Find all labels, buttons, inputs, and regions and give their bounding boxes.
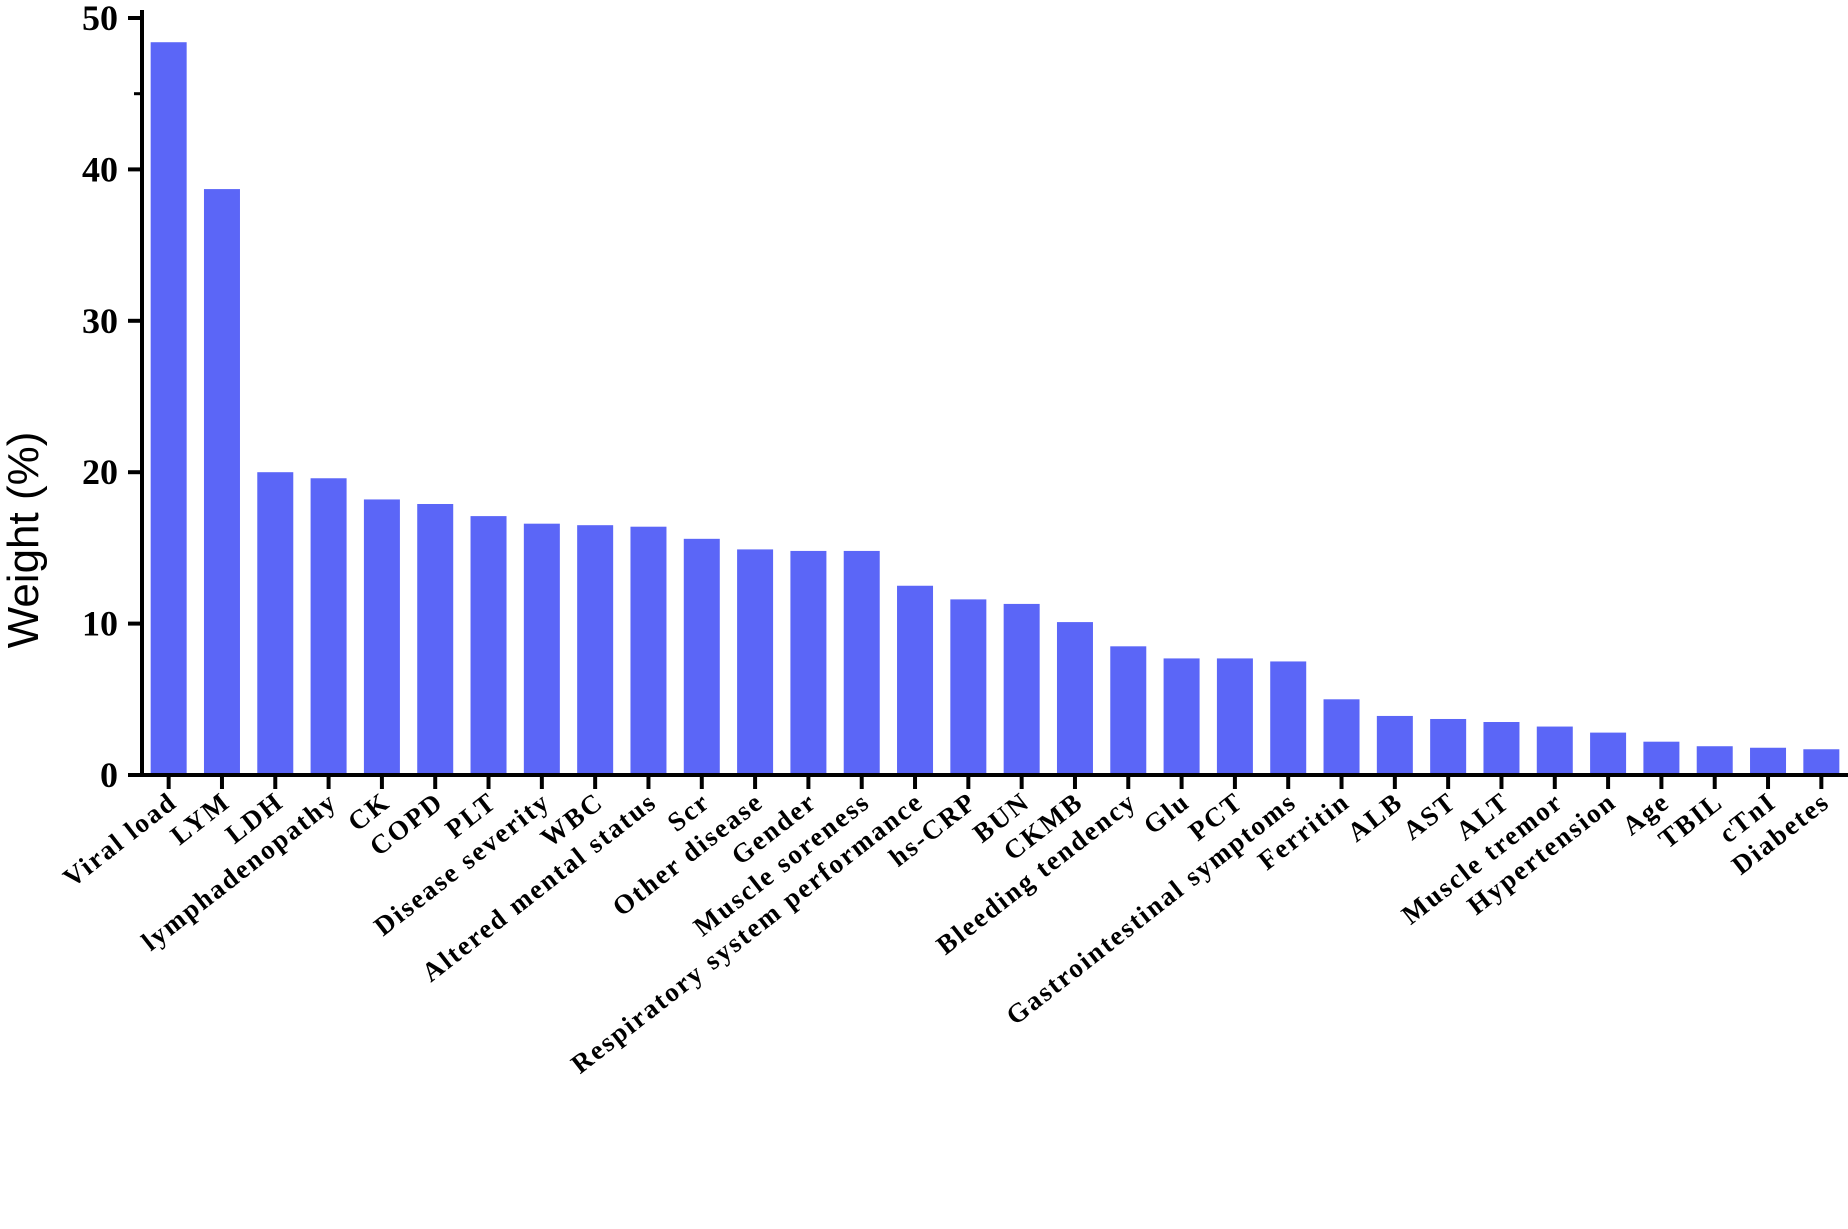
bar-gender	[790, 550, 827, 775]
bar-glu	[1163, 658, 1200, 775]
bar-ck	[363, 499, 400, 775]
y-tick-label: 40	[82, 149, 118, 189]
y-axis-title: Weight (%)	[0, 432, 48, 649]
x-tick-label: ALB	[1342, 786, 1409, 848]
bars-group	[150, 42, 1840, 776]
x-tick-label: AST	[1397, 786, 1462, 846]
axes-group	[140, 10, 1848, 777]
bar-bun	[1003, 603, 1040, 775]
y-tick-label: 50	[82, 0, 118, 38]
y-tick-label: 20	[82, 452, 118, 492]
bar-viral-load	[150, 42, 187, 776]
bar-ldh	[257, 472, 294, 775]
y-tick-label: 0	[100, 755, 118, 795]
bar-alb	[1376, 715, 1413, 775]
y-tick-label: 30	[82, 301, 118, 341]
bar-copd	[417, 503, 454, 775]
bar-scr	[683, 538, 720, 775]
bar-muscle-tremor	[1536, 726, 1573, 775]
bar-alt	[1483, 722, 1520, 775]
bar-wbc	[577, 525, 614, 775]
bar-bleeding-tendency	[1110, 646, 1147, 775]
x-tick-label: Viral load	[57, 786, 182, 893]
bar-tbil	[1696, 746, 1733, 775]
bar-ferritin	[1323, 699, 1360, 775]
bar-gastrointestinal-symptoms	[1270, 661, 1307, 775]
bar-respiratory-system-performance	[897, 585, 934, 775]
y-ticks-group: 0 10 20 30 40 50	[82, 0, 142, 795]
bar-plt	[470, 516, 507, 775]
bar-muscle-soreness	[843, 550, 880, 775]
bar-altered-mental-status	[630, 526, 667, 775]
bar-other-disease	[737, 549, 774, 775]
bar-ckmb	[1056, 622, 1093, 775]
bar-disease-severity	[523, 523, 560, 775]
bar-lymphadenopathy	[310, 478, 347, 775]
bar-ast	[1430, 718, 1467, 775]
bar-age	[1643, 741, 1680, 775]
bar-pct	[1216, 658, 1253, 775]
bar-hs-crp	[950, 599, 987, 775]
x-tick-label: Glu	[1138, 786, 1196, 840]
bar-lym	[203, 189, 240, 775]
bar-ctni	[1750, 747, 1787, 775]
y-tick-label: 10	[82, 604, 118, 644]
bar-diabetes	[1803, 749, 1840, 775]
bar-hypertension	[1590, 732, 1627, 775]
x-tick-label: LYM	[165, 786, 236, 851]
